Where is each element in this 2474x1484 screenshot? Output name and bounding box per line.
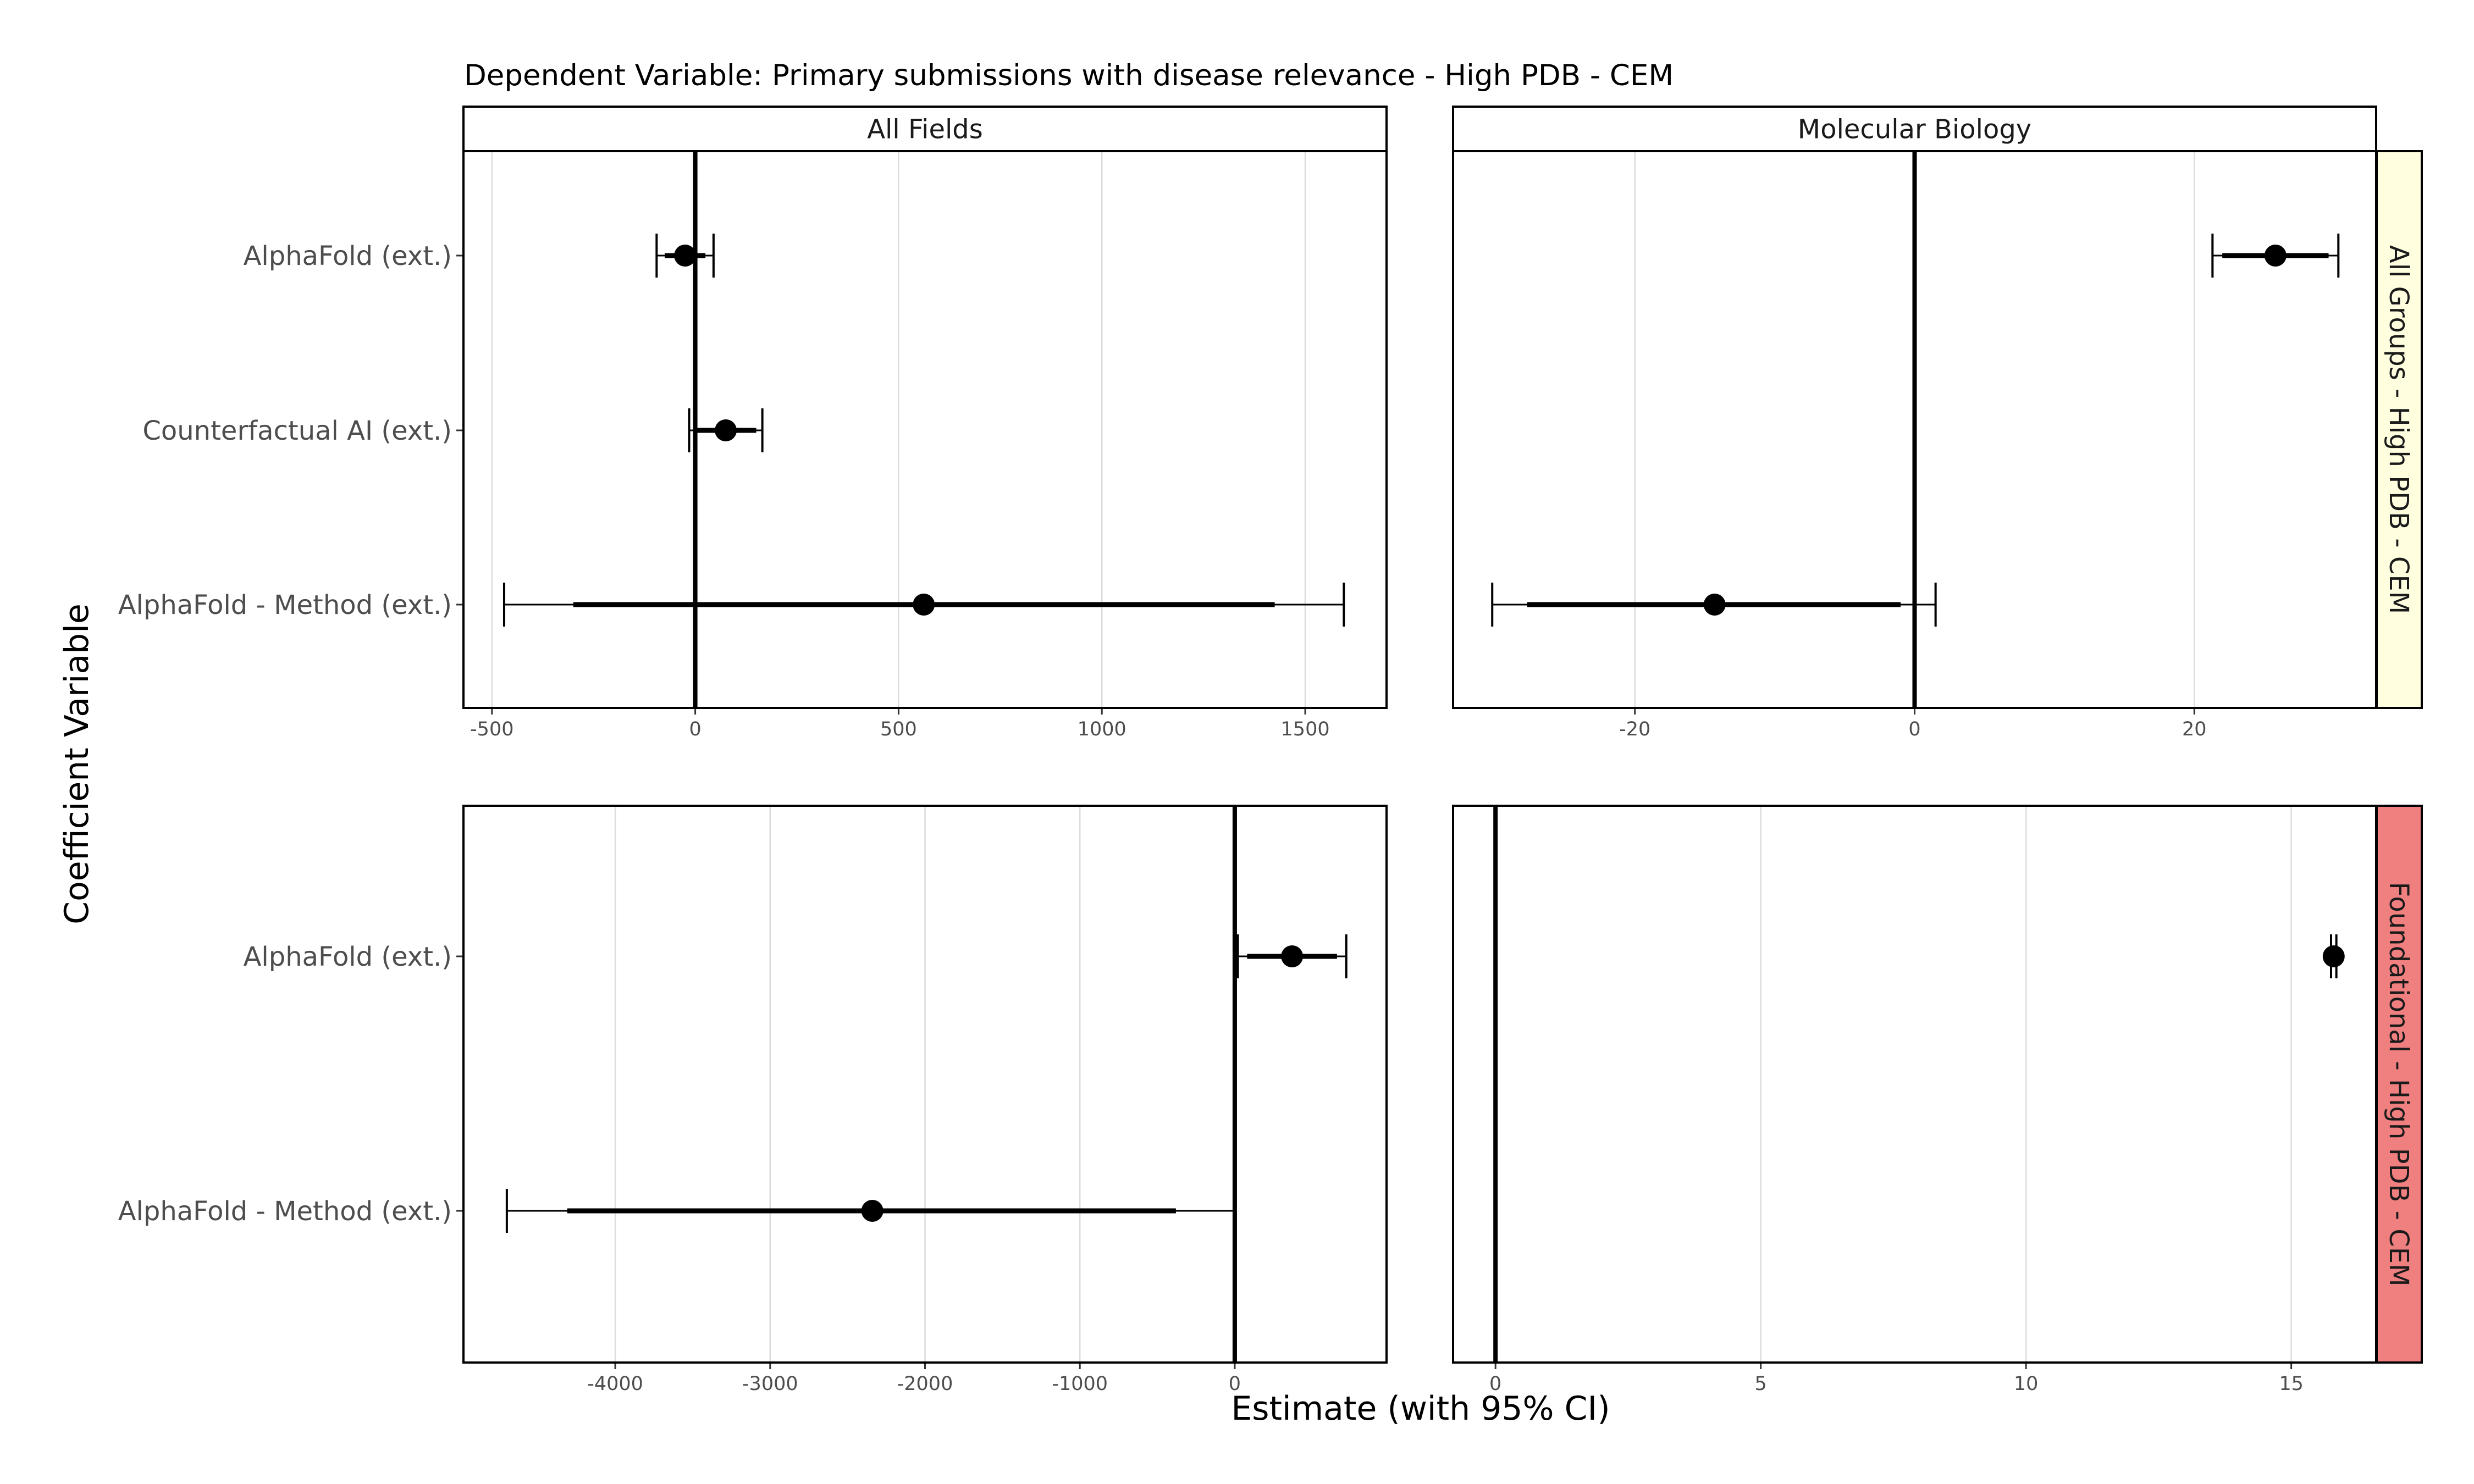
x-tick-label: 0 [1489,1373,1501,1395]
column-strip-label-0: All Fields [867,114,983,145]
x-tick-label: 0 [1908,718,1920,740]
x-axis-title: Estimate (with 95% CI) [1231,1389,1610,1428]
y-axis-title: Coefficient Variable [58,603,96,924]
panel-background [1453,806,2376,1363]
x-tick-label: 0 [689,718,701,740]
panel-1-1: 0 5 10 15 [1452,805,2377,1395]
row-strip-1 [2376,805,2423,1364]
column-strip-1 [1452,106,2377,152]
x-tick-label: -500 [470,718,513,740]
x-tick-label: -20 [1619,718,1650,740]
y-tick-label: AlphaFold (ext.) [244,942,452,972]
chart-title: Dependent Variable: Primary submissions … [464,59,1674,92]
x-tick-label: 500 [880,718,917,740]
column-strip-label-1: Molecular Biology [1798,114,2031,145]
y-tick-label: AlphaFold (ext.) [244,241,452,272]
panel-border [462,150,1388,709]
column-strip-0 [462,106,1388,152]
panel-0-0: -500 0 500 1000 1500 AlphaFold (ext.) Counterf… [118,150,1388,740]
x-tick-label: 1500 [1281,718,1330,740]
x-tick-label: 5 [1755,1373,1767,1395]
panel-border [1452,150,2377,709]
x-tick-label: -1000 [1052,1373,1108,1395]
estimate-point [913,594,935,616]
estimate-point [2322,945,2345,967]
estimate-point [1281,945,1304,967]
row-strip-label-1: Foundational - High PDB - CEM [2383,882,2414,1286]
estimate-point [1703,594,1726,616]
x-tick-label: 1000 [1078,718,1126,740]
x-tick-label: 15 [2279,1373,2304,1395]
y-tick-label: Counterfactual AI (ext.) [142,416,452,446]
row-strip-label-0: All Groups - High PDB - CEM [2383,245,2414,614]
estimate-point [715,419,737,441]
y-tick-label: AlphaFold - Method (ext.) [118,1196,452,1227]
estimate-point [674,245,697,267]
estimate-point [861,1200,883,1222]
panel-grid: All Fields Molecular Biology All Groups - … [118,106,2423,1395]
x-tick-label: 0 [1229,1373,1241,1395]
x-tick-label: -2000 [897,1373,953,1395]
x-tick-label: -3000 [742,1373,798,1395]
panel-background [463,151,1387,708]
y-tick-label: AlphaFold - Method (ext.) [118,590,452,621]
x-tick-label: 20 [2182,718,2207,740]
estimate-point [2264,245,2287,267]
x-tick-label: 10 [2014,1373,2039,1395]
panel-border [1452,805,2377,1364]
panel-border [462,805,1388,1364]
x-tick-label: -4000 [587,1373,643,1395]
row-strip-0 [2376,150,2423,709]
panel-0-1: -20 0 20 [1452,150,2377,740]
panel-1-0: -4000 -3000 -2000 -1000 0 AlphaFold (ext.) Alp… [118,805,1388,1395]
